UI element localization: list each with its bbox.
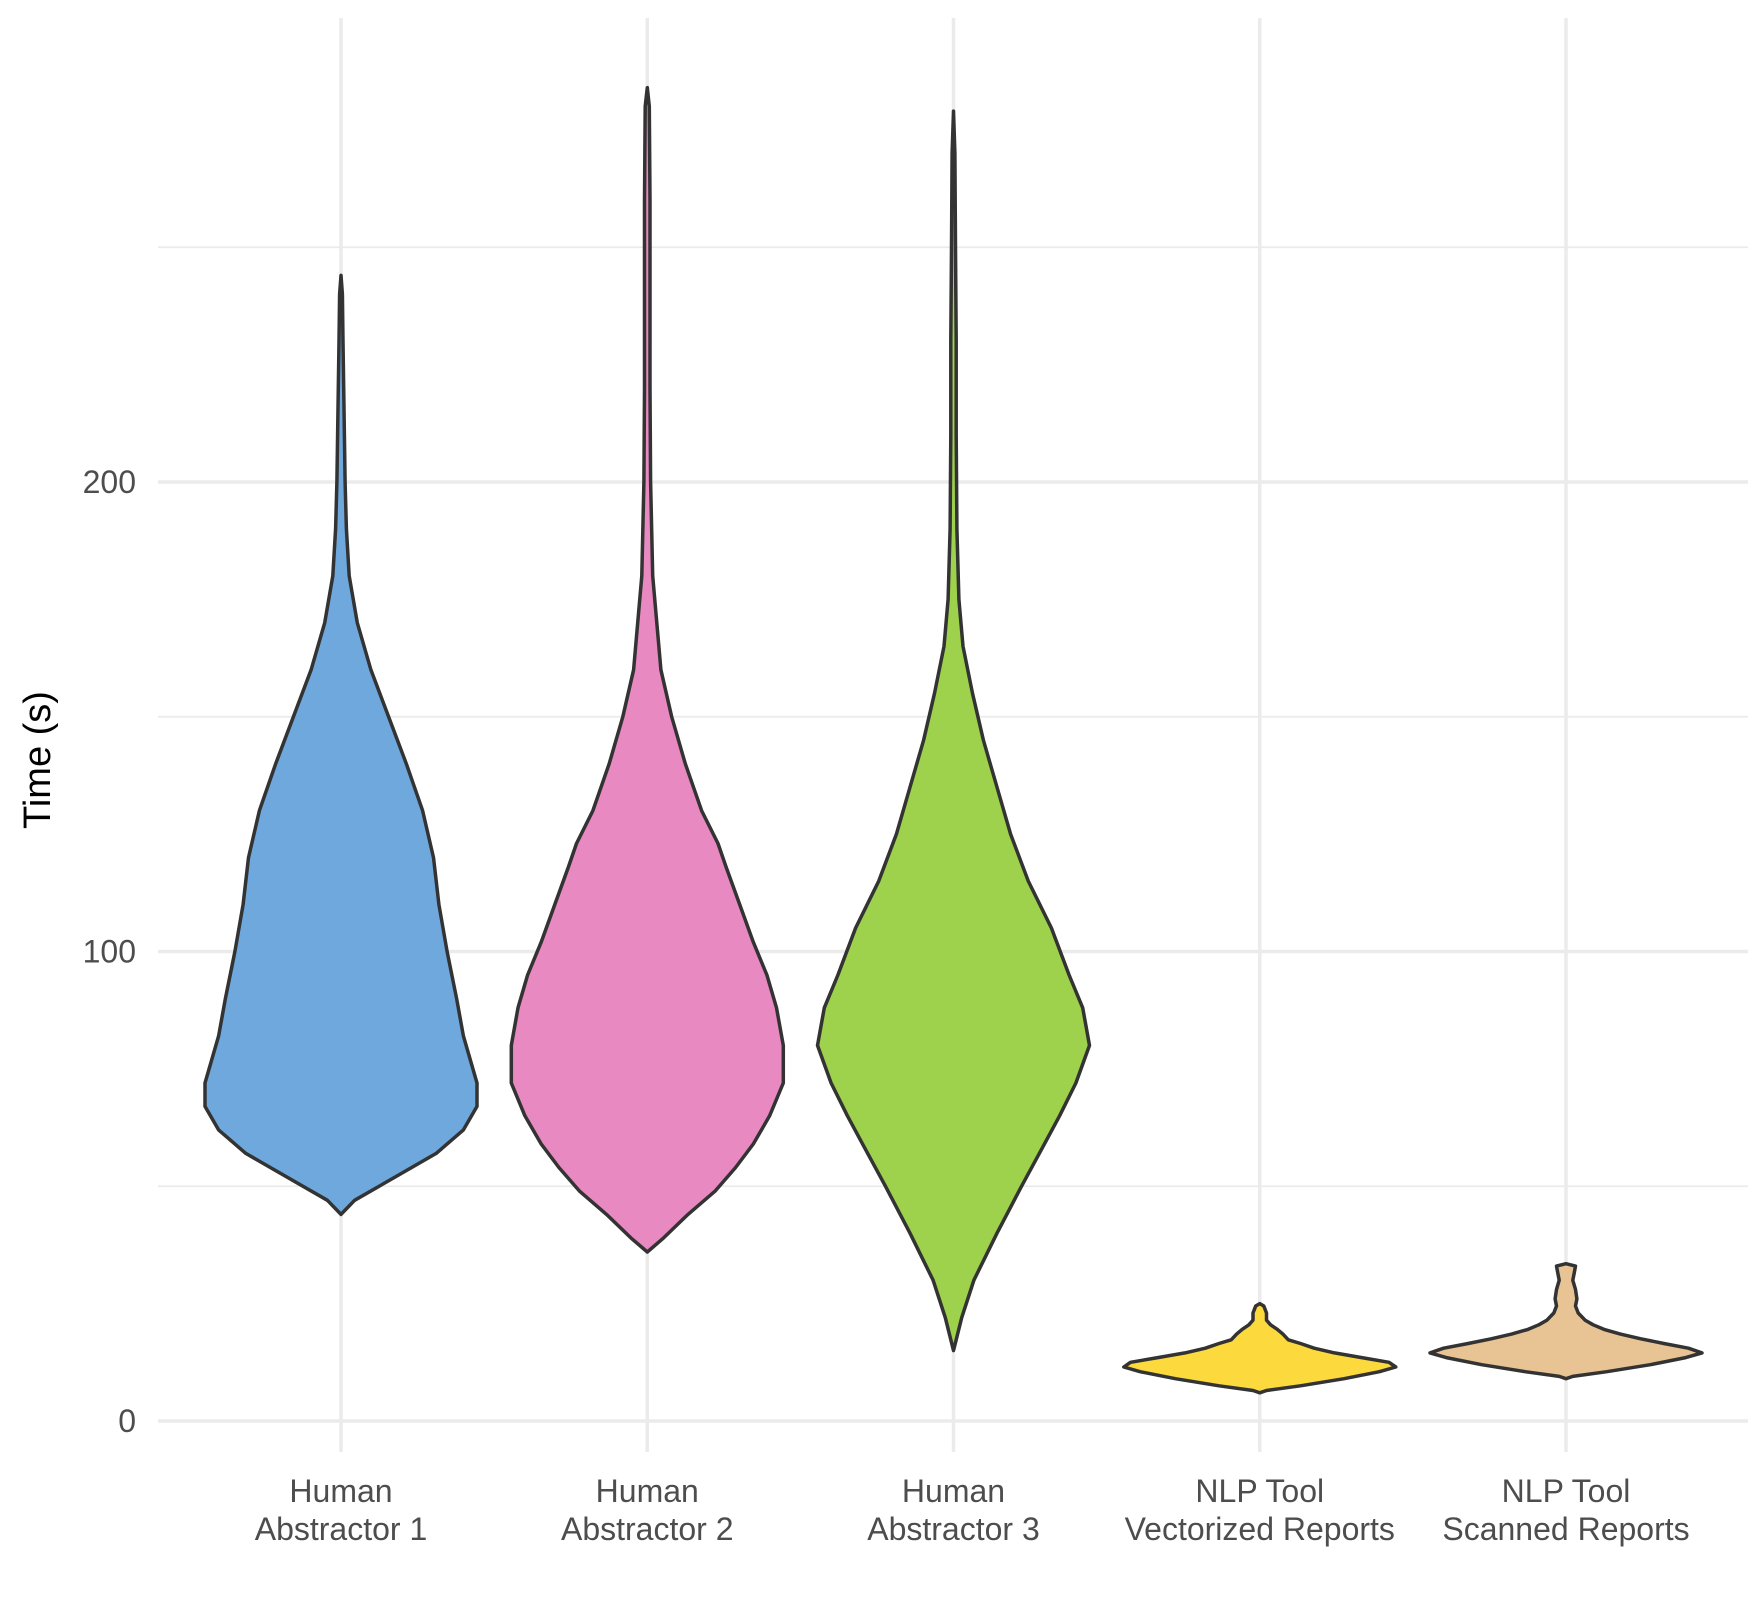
violin-1 [203, 273, 479, 1217]
x-category-label: Abstractor 3 [867, 1511, 1040, 1547]
y-tick-label: 100 [83, 934, 136, 970]
violin-2 [509, 85, 786, 1254]
violin-4 [1122, 1301, 1398, 1395]
y-tick-labels: 0 100 200 [83, 464, 136, 1439]
x-category-label: Vectorized Reports [1125, 1511, 1395, 1547]
x-category-label: NLP Tool [1502, 1473, 1631, 1509]
violin-5 [1428, 1261, 1704, 1381]
x-category-label: Abstractor 1 [255, 1511, 428, 1547]
x-category-label: Human [902, 1473, 1005, 1509]
y-tick-label: 0 [118, 1403, 136, 1439]
x-category-label: NLP Tool [1195, 1473, 1324, 1509]
y-axis-title: Time (s) [17, 691, 59, 829]
x-category-label: Abstractor 2 [561, 1511, 734, 1547]
x-category-label: Scanned Reports [1442, 1511, 1689, 1547]
violins [203, 85, 1704, 1395]
x-category-label: Human [289, 1473, 392, 1509]
y-tick-label: 200 [83, 464, 136, 500]
violin-3 [815, 109, 1092, 1353]
x-category-label: Human [596, 1473, 699, 1509]
